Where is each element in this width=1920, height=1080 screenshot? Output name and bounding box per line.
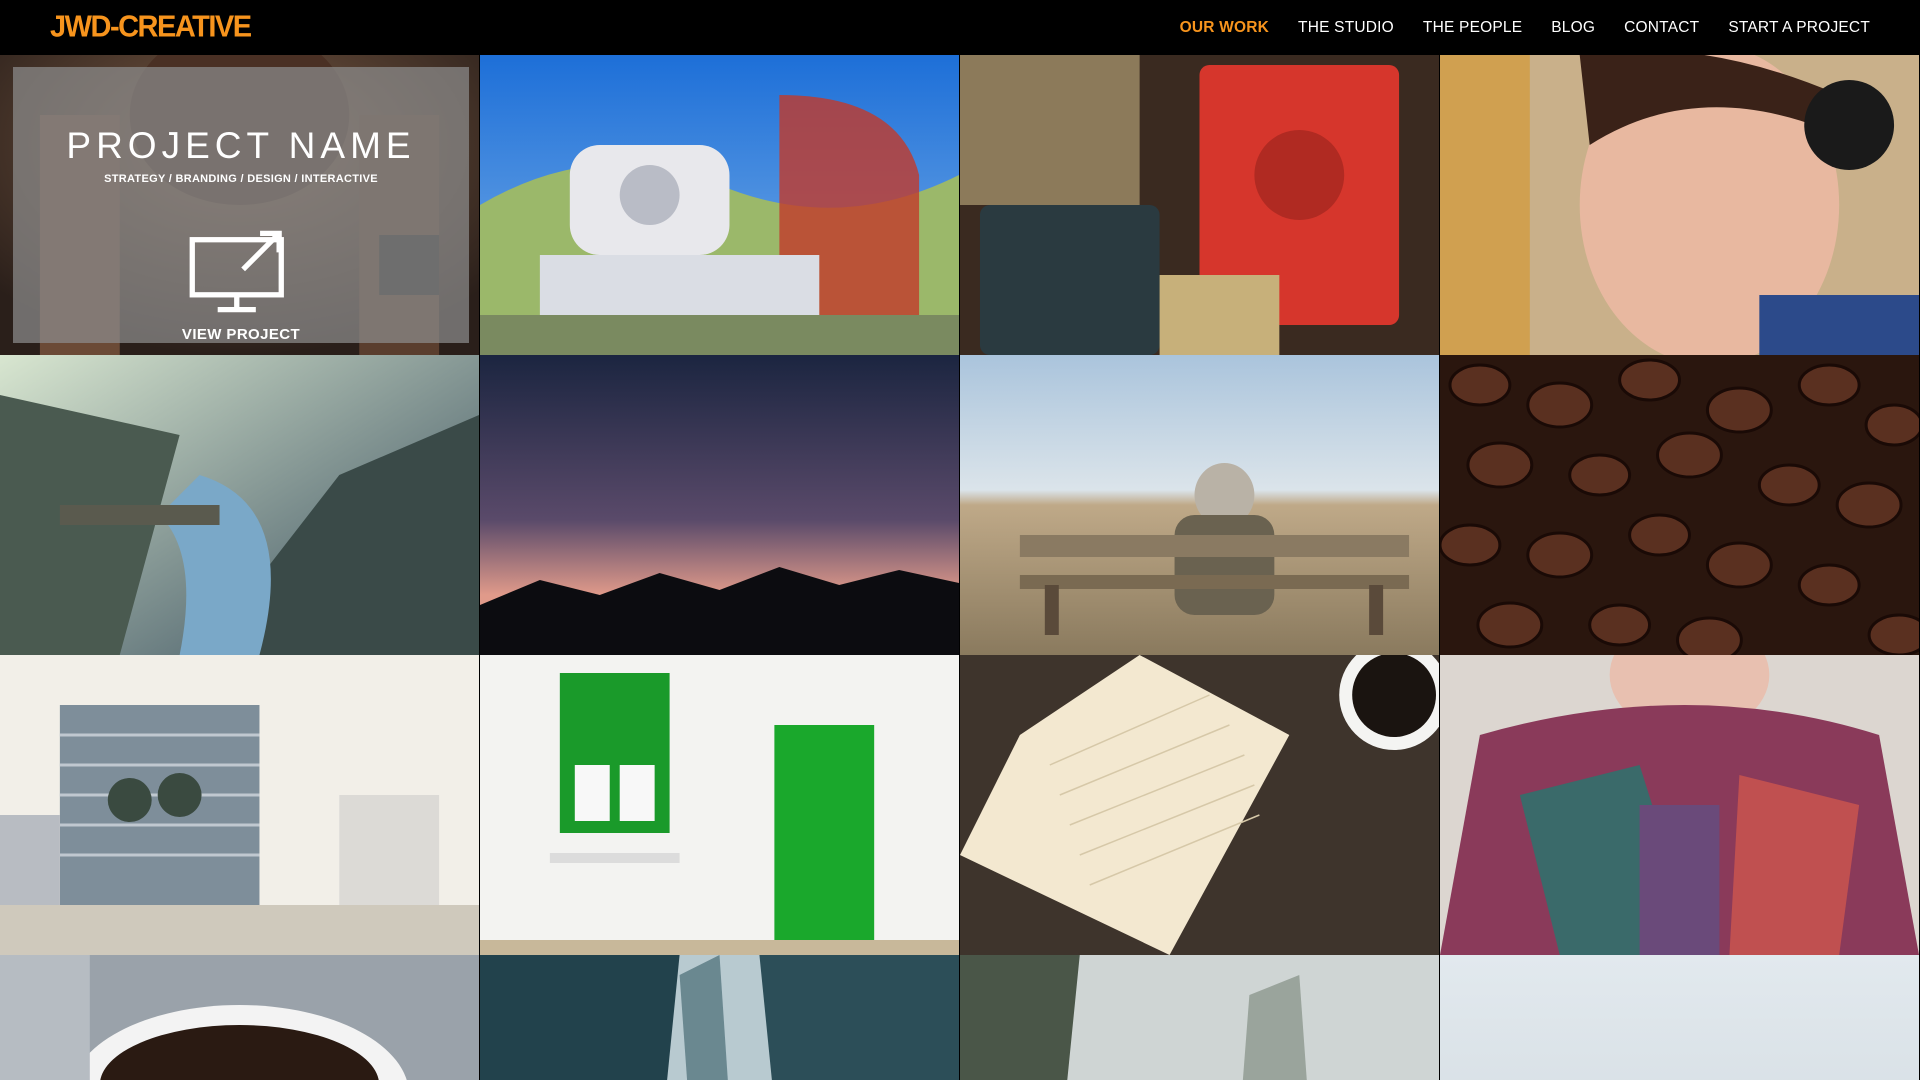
project-tile-woman-headphones[interactable] bbox=[1440, 55, 1920, 355]
project-tile-woman-coat[interactable] bbox=[1440, 655, 1920, 955]
tile-image bbox=[960, 655, 1439, 955]
project-tile-coffee-bags[interactable] bbox=[960, 55, 1440, 355]
project-tile-hazy-sky[interactable] bbox=[1440, 955, 1920, 1080]
tile-image bbox=[1440, 355, 1919, 655]
project-tile-foggy-cliffs[interactable] bbox=[960, 955, 1440, 1080]
portfolio-grid: PROJECT NAME STRATEGY / BRANDING / DESIG… bbox=[0, 55, 1920, 1080]
project-categories: STRATEGY / BRANDING / DESIGN / INTERACTI… bbox=[104, 173, 378, 185]
project-tile-man-headphones[interactable]: PROJECT NAME STRATEGY / BRANDING / DESIG… bbox=[0, 55, 480, 355]
project-tile-green-door[interactable] bbox=[480, 655, 960, 955]
tile-image bbox=[0, 655, 479, 955]
tile-image bbox=[480, 355, 959, 655]
site-logo[interactable]: JWD-CREATIVE bbox=[50, 10, 252, 44]
main-nav: OUR WORK THE STUDIO THE PEOPLE BLOG CONT… bbox=[1180, 0, 1870, 55]
project-tile-coffee-cup[interactable] bbox=[0, 955, 480, 1080]
nav-the-studio[interactable]: THE STUDIO bbox=[1298, 18, 1394, 36]
nav-our-work[interactable]: OUR WORK bbox=[1179, 18, 1270, 36]
tile-image bbox=[960, 55, 1439, 355]
tile-image bbox=[1440, 955, 1919, 1080]
nav-start-a-project[interactable]: START A PROJECT bbox=[1728, 18, 1870, 36]
tile-image bbox=[0, 355, 479, 655]
tile-image bbox=[960, 955, 1439, 1080]
project-tile-fjord[interactable] bbox=[0, 355, 480, 655]
tile-image bbox=[960, 355, 1439, 655]
tile-image bbox=[1440, 55, 1919, 355]
monitor-external-link-icon bbox=[189, 230, 284, 313]
site-header: JWD-CREATIVE OUR WORK THE STUDIO THE PEO… bbox=[0, 0, 1920, 55]
tile-image bbox=[480, 655, 959, 955]
nav-blog[interactable]: BLOG bbox=[1551, 18, 1596, 36]
project-tile-bench[interactable] bbox=[960, 355, 1440, 655]
project-tile-notebook-coffee[interactable] bbox=[960, 655, 1440, 955]
project-tile-coffee-beans[interactable] bbox=[1440, 355, 1920, 655]
view-project-link[interactable]: VIEW PROJECT bbox=[181, 326, 301, 343]
project-tile-mountain-sunset[interactable] bbox=[480, 355, 960, 655]
project-name: PROJECT NAME bbox=[66, 125, 416, 166]
tile-image bbox=[480, 955, 959, 1080]
project-hover-overlay[interactable]: PROJECT NAME STRATEGY / BRANDING / DESIG… bbox=[13, 67, 469, 343]
project-tile-skyscrapers[interactable] bbox=[480, 955, 960, 1080]
tile-image bbox=[0, 955, 479, 1080]
project-tile-beach-hotel[interactable] bbox=[0, 655, 480, 955]
nav-the-people[interactable]: THE PEOPLE bbox=[1422, 18, 1523, 36]
nav-contact[interactable]: CONTACT bbox=[1624, 18, 1700, 36]
tile-image bbox=[480, 55, 959, 355]
tile-image bbox=[1440, 655, 1919, 955]
project-tile-medical-scanner[interactable] bbox=[480, 55, 960, 355]
